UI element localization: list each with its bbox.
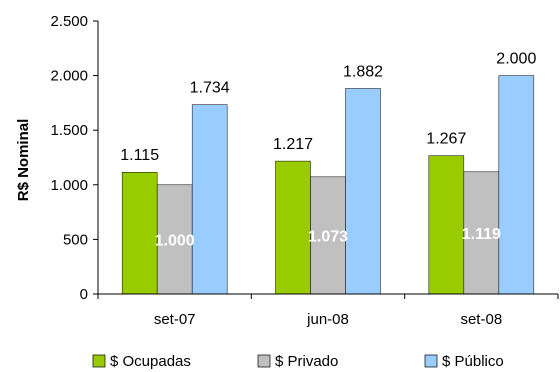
data-label: 1.882: [343, 63, 383, 80]
x-tick-label: jun-08: [306, 311, 349, 328]
data-label: 1.000: [155, 232, 195, 249]
bar: [156, 184, 193, 295]
y-tick-label: 500: [63, 231, 88, 248]
legend-swatch: [257, 354, 271, 368]
y-tick-label: 2.500: [50, 13, 88, 30]
data-label: 1.734: [190, 80, 230, 97]
legend-label: $ Público: [442, 353, 504, 370]
y-tick-label: 1.000: [50, 177, 88, 194]
x-tick-label: set-07: [154, 311, 196, 328]
legend-swatch: [424, 354, 438, 368]
x-tick-label: set-08: [460, 311, 502, 328]
data-label: 1.119: [462, 226, 501, 243]
data-label: 1.267: [426, 131, 466, 148]
bar: [275, 160, 311, 295]
bar: [310, 176, 346, 295]
data-label: 1.073: [308, 228, 348, 245]
y-tick-label: 1.500: [50, 122, 88, 139]
legend-label: $ Ocupadas: [110, 353, 191, 370]
bar: [191, 104, 228, 295]
data-label: 1.217: [273, 136, 313, 153]
legend-swatch: [92, 354, 106, 368]
bar: [498, 75, 535, 295]
y-axis-label: R$ Nominal: [15, 119, 32, 202]
bar: [428, 155, 465, 295]
data-label: 2.000: [496, 51, 536, 68]
y-tick-label: 2.000: [50, 68, 88, 85]
bar: [121, 171, 158, 295]
bar: [345, 88, 381, 295]
y-tick-label: 0: [80, 286, 88, 303]
legend-label: $ Privado: [275, 353, 338, 370]
data-label: 1.115: [120, 147, 159, 164]
bar: [463, 171, 500, 295]
